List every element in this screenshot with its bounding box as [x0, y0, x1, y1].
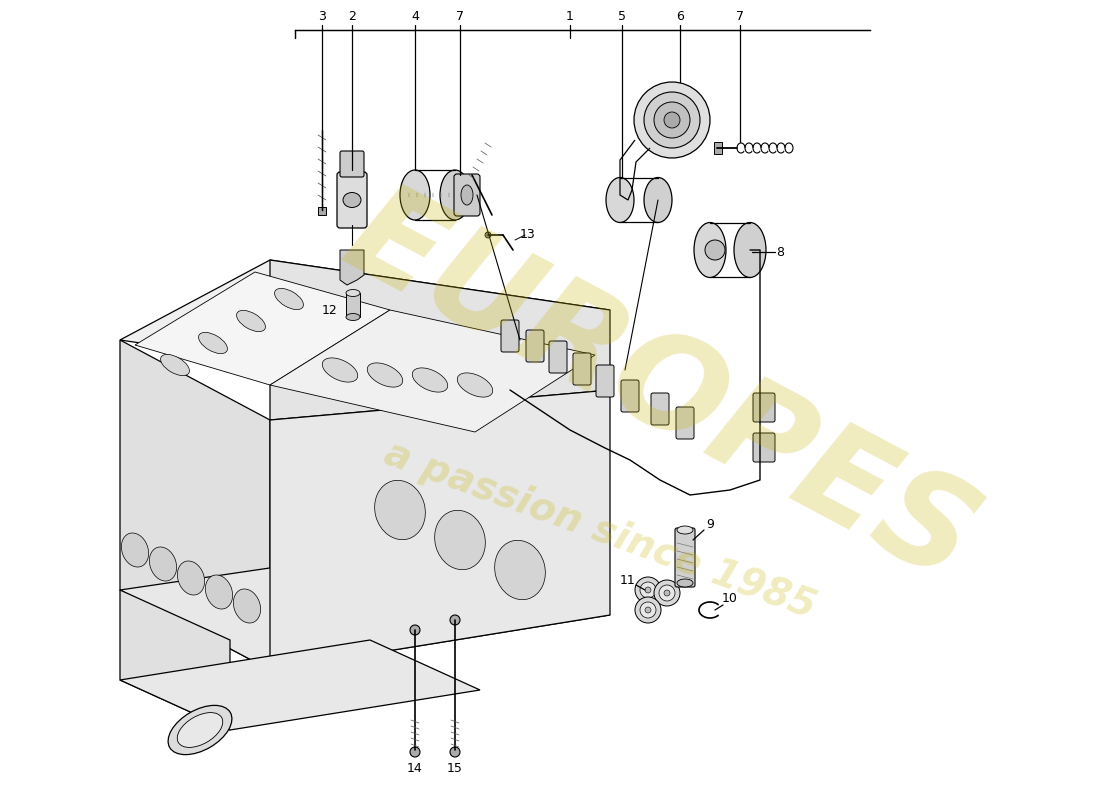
Bar [318, 207, 326, 215]
Ellipse shape [400, 170, 430, 220]
Circle shape [485, 232, 491, 238]
Ellipse shape [644, 178, 672, 222]
Ellipse shape [734, 222, 766, 278]
Ellipse shape [461, 185, 473, 205]
Ellipse shape [236, 310, 265, 331]
Polygon shape [135, 272, 390, 385]
Circle shape [634, 82, 710, 158]
Circle shape [450, 747, 460, 757]
Ellipse shape [694, 222, 726, 278]
FancyBboxPatch shape [454, 174, 480, 216]
FancyBboxPatch shape [500, 320, 519, 352]
Text: 6: 6 [676, 10, 684, 22]
Text: 11: 11 [620, 574, 636, 586]
Polygon shape [120, 640, 480, 730]
FancyBboxPatch shape [754, 393, 776, 422]
Ellipse shape [199, 333, 228, 354]
Ellipse shape [434, 510, 485, 570]
Text: 15: 15 [447, 762, 463, 774]
Polygon shape [120, 590, 230, 730]
Polygon shape [120, 260, 611, 390]
Circle shape [644, 92, 700, 148]
Circle shape [645, 587, 651, 593]
FancyBboxPatch shape [573, 353, 591, 385]
Text: 7: 7 [456, 10, 464, 22]
Ellipse shape [458, 373, 493, 397]
Ellipse shape [346, 290, 360, 297]
Ellipse shape [440, 170, 470, 220]
FancyBboxPatch shape [675, 528, 695, 587]
Circle shape [654, 102, 690, 138]
Text: 12: 12 [322, 303, 338, 317]
Polygon shape [270, 390, 610, 670]
Text: 4: 4 [411, 10, 419, 22]
Text: 3: 3 [318, 10, 326, 22]
Ellipse shape [343, 193, 361, 207]
Circle shape [450, 615, 460, 625]
Circle shape [410, 747, 420, 757]
Text: EUROPES: EUROPES [324, 171, 996, 609]
Circle shape [640, 602, 656, 618]
Polygon shape [270, 310, 595, 432]
Bar [346, 293, 360, 317]
Ellipse shape [121, 533, 148, 567]
Text: 9: 9 [706, 518, 714, 531]
FancyBboxPatch shape [621, 380, 639, 412]
FancyBboxPatch shape [549, 341, 566, 373]
Ellipse shape [233, 589, 261, 623]
Ellipse shape [177, 561, 205, 595]
Circle shape [664, 112, 680, 128]
Ellipse shape [161, 354, 189, 375]
Ellipse shape [168, 706, 232, 754]
Circle shape [635, 597, 661, 623]
Text: 14: 14 [407, 762, 422, 774]
Polygon shape [120, 340, 270, 670]
Circle shape [635, 577, 661, 603]
Circle shape [410, 625, 420, 635]
Circle shape [705, 240, 725, 260]
Text: 13: 13 [520, 229, 536, 242]
Text: 8: 8 [776, 246, 784, 258]
FancyBboxPatch shape [340, 151, 364, 177]
Text: a passion since 1985: a passion since 1985 [379, 434, 821, 626]
Text: 10: 10 [722, 591, 738, 605]
FancyBboxPatch shape [651, 393, 669, 425]
FancyBboxPatch shape [337, 172, 367, 228]
Text: 2: 2 [348, 10, 356, 22]
Ellipse shape [676, 526, 693, 534]
Circle shape [664, 590, 670, 596]
Ellipse shape [322, 358, 358, 382]
Ellipse shape [606, 178, 634, 222]
Bar [714, 142, 722, 154]
Ellipse shape [275, 289, 304, 310]
Circle shape [645, 607, 651, 613]
Text: 7: 7 [736, 10, 744, 22]
Ellipse shape [177, 713, 223, 747]
Ellipse shape [676, 579, 693, 587]
Text: 1: 1 [566, 10, 574, 22]
FancyBboxPatch shape [754, 433, 776, 462]
Ellipse shape [150, 547, 177, 581]
Circle shape [640, 582, 656, 598]
Ellipse shape [206, 575, 232, 609]
Circle shape [659, 585, 675, 601]
Ellipse shape [495, 540, 546, 600]
Polygon shape [120, 540, 611, 670]
Ellipse shape [367, 363, 403, 387]
Ellipse shape [412, 368, 448, 392]
Polygon shape [270, 260, 610, 420]
Text: 5: 5 [618, 10, 626, 22]
FancyBboxPatch shape [526, 330, 544, 362]
Circle shape [654, 580, 680, 606]
Ellipse shape [346, 314, 360, 321]
FancyBboxPatch shape [676, 407, 694, 439]
FancyBboxPatch shape [596, 365, 614, 397]
Polygon shape [340, 250, 364, 285]
Ellipse shape [375, 480, 426, 540]
